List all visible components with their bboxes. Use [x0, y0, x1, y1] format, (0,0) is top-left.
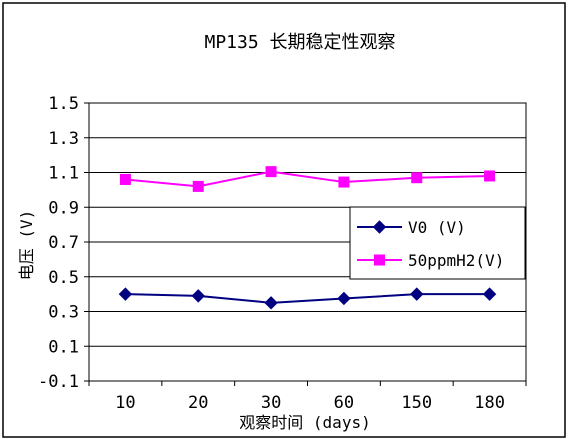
y-tick-label: 0.9	[48, 198, 79, 218]
series-2-point	[485, 171, 495, 181]
y-axis-label: 电压 (V)	[17, 210, 36, 281]
legend-label-2: 50ppmH2(V)	[408, 251, 504, 270]
chart-title: MP135 长期稳定性观察	[204, 32, 395, 53]
series-2-point	[266, 167, 276, 177]
x-tick-label: 150	[401, 393, 432, 413]
y-tick-label: 1.3	[48, 129, 79, 149]
y-tick-label: 0.3	[48, 303, 79, 323]
series-2-point	[339, 177, 349, 187]
x-tick-label: 10	[115, 393, 135, 413]
y-tick-label: 1.5	[48, 94, 79, 114]
x-tick-label: 180	[474, 393, 505, 413]
x-tick-label: 30	[261, 393, 281, 413]
series-2-point	[120, 174, 130, 184]
series-2-point	[193, 181, 203, 191]
y-tick-label: -0.1	[38, 372, 79, 392]
x-tick-label: 60	[334, 393, 354, 413]
y-tick-label: 0.5	[48, 268, 79, 288]
x-tick-label: 20	[188, 393, 208, 413]
y-tick-label: 0.1	[48, 337, 79, 357]
legend-marker-2	[375, 255, 385, 265]
legend-label-1: V0 (V)	[408, 218, 466, 237]
legend: V0 (V) 50ppmH2(V)	[350, 207, 525, 279]
series-2-point	[412, 173, 422, 183]
y-tick-label: 0.7	[48, 233, 79, 253]
y-tick-label: 1.1	[48, 164, 79, 184]
x-axis-label: 观察时间 (days)	[239, 413, 370, 432]
